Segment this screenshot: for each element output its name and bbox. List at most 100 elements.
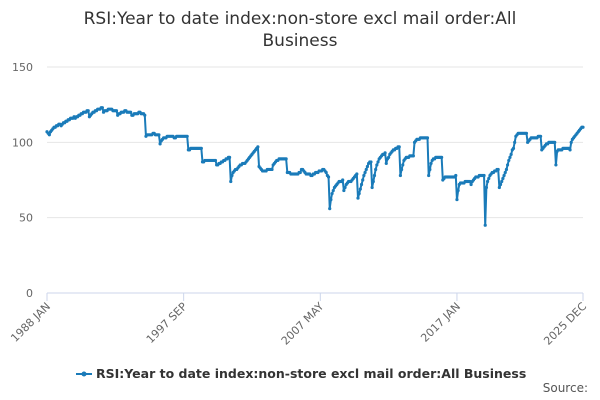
point (359, 182, 364, 187)
series-line (46, 106, 583, 227)
point (364, 167, 368, 172)
point (365, 164, 370, 169)
y-tick-label: 0 (26, 287, 33, 300)
point (427, 173, 431, 178)
title-line: Business (263, 31, 338, 51)
point (143, 113, 147, 117)
x-tick-label: 2017 JAN (418, 300, 463, 345)
point (374, 167, 378, 172)
point (440, 155, 444, 159)
point (375, 163, 379, 167)
point (429, 161, 433, 166)
point (398, 173, 403, 178)
point (270, 167, 274, 172)
point (496, 167, 500, 172)
point (355, 172, 359, 176)
point (500, 179, 504, 184)
point (501, 176, 505, 181)
point (387, 155, 391, 159)
point (425, 136, 430, 140)
point (324, 170, 328, 175)
point (199, 146, 203, 150)
point (376, 160, 380, 164)
point (568, 148, 572, 152)
point (399, 167, 404, 172)
point (468, 179, 472, 184)
point (482, 173, 486, 178)
point (384, 161, 388, 166)
point (511, 146, 516, 150)
point (158, 142, 162, 146)
point (469, 182, 473, 187)
point (358, 187, 362, 191)
point (497, 185, 501, 190)
point (326, 175, 331, 179)
point (485, 179, 490, 184)
point (487, 176, 491, 181)
x-tick-label: 1988 JAN (8, 300, 53, 345)
y-tick-label: 150 (12, 61, 33, 74)
point (371, 179, 375, 184)
point (86, 109, 90, 113)
point (298, 170, 302, 175)
point (483, 223, 487, 227)
point (330, 191, 334, 196)
point (372, 173, 377, 178)
point (114, 109, 119, 113)
point (157, 133, 161, 137)
point (506, 163, 510, 167)
chart-title: RSI:Year to date index:non-store excl ma… (84, 9, 517, 51)
point (554, 163, 558, 167)
point (342, 188, 346, 193)
point (230, 173, 234, 178)
point (498, 182, 503, 187)
point (363, 170, 367, 175)
point (513, 140, 517, 144)
x-tick-label: 2007 MAY (279, 300, 327, 348)
legend-label: RSI:Year to date index:non-store excl ma… (96, 366, 526, 381)
point (507, 158, 511, 163)
point (343, 185, 347, 190)
point (47, 133, 51, 137)
y-tick-label: 50 (19, 212, 33, 225)
point (100, 106, 104, 110)
title-line: RSI:Year to date index:non-store excl ma… (84, 9, 517, 29)
x-tick-label: 1997 SEP (144, 300, 190, 346)
point (456, 188, 460, 193)
x-tick-label: 2025 DEC (541, 300, 589, 348)
point (213, 158, 218, 163)
point (256, 145, 260, 149)
point (383, 151, 387, 155)
point (504, 167, 509, 172)
point (455, 197, 459, 202)
point (185, 134, 189, 138)
point (484, 185, 489, 190)
point (361, 178, 365, 182)
point (356, 196, 360, 200)
point (508, 155, 512, 159)
point (538, 134, 543, 138)
point (357, 191, 361, 196)
y-tick-label: 100 (12, 136, 33, 149)
legend: RSI:Year to date index:non-store excl ma… (76, 366, 526, 381)
point (397, 145, 401, 149)
point (229, 179, 233, 184)
point (503, 170, 507, 175)
point (553, 140, 557, 144)
point (502, 173, 506, 178)
point (284, 157, 288, 161)
point (329, 197, 333, 202)
point (401, 163, 405, 167)
point (328, 207, 332, 211)
point (129, 110, 133, 114)
point (428, 167, 432, 172)
source-label: Source: (543, 381, 588, 395)
point (454, 173, 458, 178)
point (370, 185, 374, 190)
point (341, 178, 345, 182)
point (227, 155, 232, 159)
point (411, 154, 415, 158)
point (569, 140, 573, 144)
point (362, 173, 366, 178)
